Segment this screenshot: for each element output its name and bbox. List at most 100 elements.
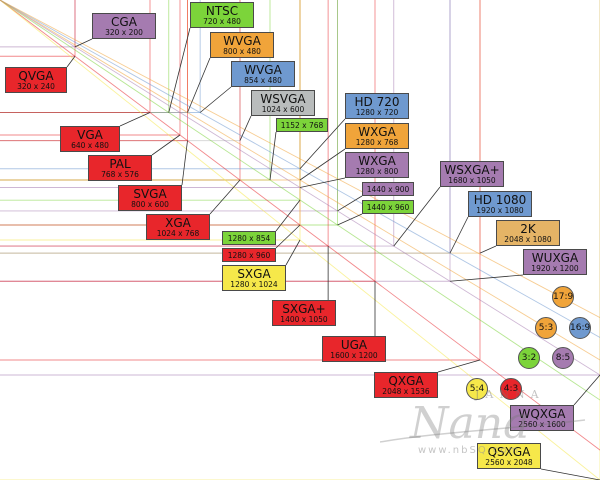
leader-wvga854 bbox=[199, 86, 232, 113]
leader-vga bbox=[119, 112, 151, 127]
label-xga: XGA 1024 x 768 bbox=[146, 214, 210, 240]
label-vga-name: VGA bbox=[77, 128, 103, 142]
ratio-17-9: 17:9 bbox=[552, 286, 574, 308]
label-qsxga-res: 2560 x 2048 bbox=[485, 458, 533, 467]
leader-r1280x960 bbox=[275, 224, 301, 249]
label-sxga-name: SXGA bbox=[237, 267, 271, 281]
label-qxga-res: 2048 x 1536 bbox=[382, 387, 430, 396]
leader-wxga800 bbox=[299, 177, 346, 188]
label-vga: VGA 640 x 480 bbox=[60, 126, 120, 152]
label-pal: PAL 768 x 576 bbox=[88, 155, 152, 181]
label-xga-name: XGA bbox=[165, 216, 191, 230]
label-1440x900-res: 1440 x 900 bbox=[366, 185, 410, 194]
label-hd-1080-res: 1920 x 1080 bbox=[476, 206, 524, 215]
label-2k-res: 2048 x 1080 bbox=[504, 235, 552, 244]
label-uga-name: UGA bbox=[340, 338, 368, 352]
leader-r1280x854 bbox=[275, 199, 301, 232]
label-qxga-name: QXGA bbox=[388, 374, 424, 388]
leader-ntsc bbox=[168, 27, 191, 113]
label-qvga-res: 320 x 240 bbox=[17, 82, 55, 91]
label-cga-res: 320 x 200 bbox=[105, 28, 143, 37]
label-ntsc-res: 720 x 480 bbox=[203, 17, 241, 26]
label-vga-res: 640 x 480 bbox=[71, 141, 109, 150]
leader-hd1080 bbox=[449, 216, 469, 254]
label-cga-name: CGA bbox=[111, 15, 137, 29]
ratio-diagonal-r8-5 bbox=[0, 0, 600, 376]
leader-xga bbox=[209, 179, 241, 215]
label-qvga: QVGA 320 x 240 bbox=[5, 67, 67, 93]
label-svga-name: SVGA bbox=[133, 187, 167, 201]
label-wxga-800-res: 1280 x 800 bbox=[355, 167, 399, 176]
ratio-diagonal-r3-2 bbox=[0, 0, 600, 401]
label-sxga: SXGA 1280 x 1024 bbox=[222, 265, 286, 291]
leader-wqxga bbox=[573, 374, 600, 406]
leader-pal bbox=[151, 134, 181, 156]
label-svga-res: 800 x 600 bbox=[131, 200, 169, 209]
ratio-diagonal-r17-9 bbox=[0, 0, 600, 319]
label-wvga-800-res: 800 x 480 bbox=[223, 47, 261, 56]
label-wqxga-res: 2560 x 1600 bbox=[518, 420, 566, 429]
label-wvga-800: WVGA 800 x 480 bbox=[210, 32, 274, 58]
label-uga: UGA 1600 x 1200 bbox=[322, 336, 386, 362]
label-qxga: QXGA 2048 x 1536 bbox=[374, 372, 438, 398]
label-hd-1080: HD 1080 1920 x 1080 bbox=[468, 191, 532, 217]
ratio-3-2: 3:2 bbox=[518, 347, 540, 369]
label-wsvga-name: WSVGA bbox=[260, 92, 306, 106]
leader-cga bbox=[74, 38, 93, 48]
leader-hd720 bbox=[299, 118, 346, 170]
label-wvga-854-res: 854 x 480 bbox=[244, 76, 282, 85]
ratio-5-3: 5:3 bbox=[535, 317, 557, 339]
leader-r1440x960 bbox=[337, 213, 363, 226]
label-hd-1080-name: HD 1080 bbox=[473, 193, 527, 207]
label-2k: 2K 2048 x 1080 bbox=[496, 220, 560, 246]
label-qsxga-name: QSXGA bbox=[487, 445, 531, 459]
label-wsxga-plus: WSXGA+ 1680 x 1050 bbox=[440, 161, 504, 187]
label-wvga-854-name: WVGA bbox=[244, 63, 282, 77]
label-1280x960-res: 1280 x 960 bbox=[227, 251, 271, 260]
label-xga-res: 1024 x 768 bbox=[156, 229, 200, 238]
label-hd-720-res: 1280 x 720 bbox=[355, 108, 399, 117]
label-cga: CGA 320 x 200 bbox=[92, 13, 156, 39]
label-1280x854: 1280 x 854 bbox=[222, 231, 276, 245]
leader-wsvga bbox=[239, 115, 252, 141]
leader-r1440x900 bbox=[337, 195, 363, 212]
ratio-8-5: 8:5 bbox=[552, 347, 574, 369]
label-wqxga: WQXGA 2560 x 1600 bbox=[510, 405, 574, 431]
label-wqxga-name: WQXGA bbox=[518, 407, 566, 421]
label-wxga-768-res: 1280 x 768 bbox=[355, 138, 399, 147]
leader-svga bbox=[181, 140, 188, 186]
leader-wvga800 bbox=[187, 57, 211, 113]
label-wuxga: WUXGA 1920 x 1200 bbox=[523, 249, 587, 275]
label-wsvga: WSVGA 1024 x 600 bbox=[251, 90, 315, 116]
leader-wxga768 bbox=[299, 148, 346, 181]
leader-wuxga bbox=[449, 274, 524, 282]
label-ntsc: NTSC 720 x 480 bbox=[190, 2, 254, 28]
leader-qvga bbox=[66, 56, 76, 68]
ratio-5-4: 5:4 bbox=[466, 378, 488, 400]
leader-qsxga bbox=[540, 468, 600, 480]
leader-wsxgaplus bbox=[393, 186, 441, 247]
label-sxga-plus: SXGA+ 1400 x 1050 bbox=[272, 300, 336, 326]
label-1440x960-res: 1440 x 960 bbox=[366, 203, 410, 212]
label-sxga-res: 1280 x 1024 bbox=[230, 280, 278, 289]
label-1440x960: 1440 x 960 bbox=[362, 200, 414, 214]
label-1440x900: 1440 x 900 bbox=[362, 182, 414, 196]
label-wuxga-res: 1920 x 1200 bbox=[531, 264, 579, 273]
label-svga: SVGA 800 x 600 bbox=[118, 185, 182, 211]
ratio-4-3: 4:3 bbox=[500, 378, 522, 400]
label-qvga-name: QVGA bbox=[18, 69, 54, 83]
label-wuxga-name: WUXGA bbox=[531, 251, 579, 265]
leader-qxga bbox=[437, 359, 481, 373]
leader-sxga bbox=[285, 239, 301, 266]
label-sxga-plus-res: 1400 x 1050 bbox=[280, 315, 328, 324]
ratio-16-9: 16:9 bbox=[569, 317, 591, 339]
label-1152x768: 1152 x 768 bbox=[276, 118, 328, 132]
label-1280x960: 1280 x 960 bbox=[222, 248, 276, 262]
label-wsxga-plus-res: 1680 x 1050 bbox=[448, 176, 496, 185]
ratio-diagonal-r5-3 bbox=[0, 0, 600, 361]
label-wxga-768: WXGA 1280 x 768 bbox=[345, 123, 409, 149]
label-wsvga-res: 1024 x 600 bbox=[261, 105, 305, 114]
label-wxga-800-name: WXGA bbox=[358, 154, 396, 168]
label-2k-name: 2K bbox=[520, 222, 536, 236]
ratio-diagonal-r16-9 bbox=[0, 0, 600, 339]
